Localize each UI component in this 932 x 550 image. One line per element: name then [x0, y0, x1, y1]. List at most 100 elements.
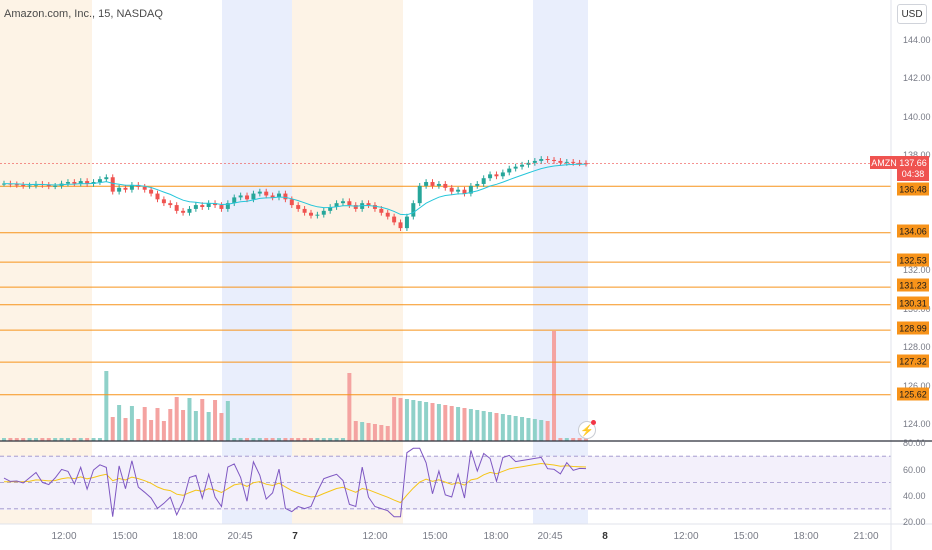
volume-bar	[545, 421, 550, 441]
candle-body	[340, 201, 345, 204]
candle-body	[289, 199, 294, 206]
candle-body	[532, 160, 537, 163]
candle-body	[571, 161, 576, 163]
level-label[interactable]: 132.53	[897, 253, 929, 267]
volume-bar	[277, 438, 282, 441]
candle-body	[308, 212, 313, 216]
candle-body	[193, 205, 198, 209]
volume-bar	[264, 438, 269, 441]
volume-bar	[488, 412, 493, 441]
lightning-bolt-icon: ⚡	[580, 424, 594, 437]
rsi-line	[3, 447, 587, 518]
volume-bar	[104, 371, 109, 441]
level-label[interactable]: 134.06	[897, 224, 929, 238]
volume-bar	[225, 401, 230, 441]
level-label[interactable]: 128.99	[897, 321, 929, 335]
volume-bar	[251, 438, 256, 441]
volume-bar	[494, 413, 499, 441]
candle-body	[245, 195, 250, 200]
candle-body	[545, 159, 550, 160]
volume-bar	[136, 419, 141, 441]
volume-bar	[552, 331, 557, 441]
candle-body	[417, 185, 422, 204]
candle-body	[232, 197, 237, 204]
candle-body	[14, 184, 19, 186]
volume-bar	[366, 423, 371, 441]
level-label[interactable]: 130.31	[897, 296, 929, 310]
volume-bar	[404, 399, 409, 441]
time-tick: 12:00	[51, 531, 77, 542]
volume-bar	[238, 438, 243, 441]
volume-bar	[520, 417, 525, 441]
candle-body	[430, 182, 435, 186]
volume-bar	[443, 405, 448, 441]
volume-bar	[481, 411, 486, 441]
candle-body	[155, 193, 160, 200]
price-tick: 144.00	[903, 35, 931, 45]
volume-bar	[97, 438, 102, 441]
candle-body	[219, 205, 224, 209]
volume-bar	[129, 406, 134, 441]
volume-bar	[462, 408, 467, 441]
candle-body	[206, 203, 211, 207]
volume-bar	[430, 403, 435, 441]
volume-bar	[417, 401, 422, 441]
candle-body	[302, 208, 307, 213]
level-label[interactable]: 136.48	[897, 182, 929, 196]
volume-bar	[340, 438, 345, 441]
volume-bar	[347, 373, 352, 441]
candle-body	[238, 195, 243, 198]
currency-button[interactable]: USD	[897, 4, 927, 24]
level-label[interactable]: 125.62	[897, 387, 929, 401]
volume-bar	[296, 438, 301, 441]
candle-body	[168, 203, 173, 206]
volume-bar	[456, 407, 461, 441]
volume-bar	[155, 408, 160, 441]
time-tick: 20:45	[537, 531, 563, 542]
time-tick: 12:00	[673, 531, 699, 542]
bar-countdown: 04:38	[901, 168, 925, 179]
time-tick-day: 8	[602, 531, 608, 542]
candle-body	[520, 164, 525, 167]
candle-body	[72, 182, 77, 184]
volume-bar	[33, 438, 38, 441]
candle-body	[110, 177, 115, 192]
volume-bar	[315, 438, 320, 441]
osc-tick: 40.00	[903, 491, 926, 501]
volume-bar	[46, 438, 51, 441]
symbol-title: Amazon.com, Inc., 15, NASDAQ	[4, 8, 163, 20]
candle-body	[424, 182, 429, 186]
candle-body	[123, 187, 128, 190]
candle-body	[552, 159, 557, 161]
volume-bar	[526, 418, 531, 441]
volume-bar	[213, 400, 218, 441]
volume-bar	[360, 422, 365, 441]
volume-bar	[65, 438, 70, 441]
candle-body	[264, 191, 269, 196]
price-tick: 140.00	[903, 112, 931, 122]
flash-button[interactable]: ⚡	[578, 421, 596, 439]
volume-bar	[219, 413, 224, 441]
candle-body	[53, 185, 58, 187]
volume-bar	[584, 438, 588, 441]
candle-body	[347, 201, 352, 206]
time-tick: 18:00	[172, 531, 198, 542]
moving-average-line	[3, 163, 587, 216]
candle-body	[251, 193, 256, 200]
candle-body	[129, 184, 134, 190]
volume-bar	[110, 417, 115, 441]
volume-bar	[449, 406, 454, 441]
level-label[interactable]: 127.32	[897, 354, 929, 368]
candle-body	[436, 183, 441, 186]
volume-bar	[2, 438, 6, 441]
current-price: 137.66	[899, 157, 927, 168]
volume-bar	[571, 438, 576, 441]
candle-body	[468, 185, 473, 194]
volume-bar	[27, 438, 32, 441]
level-label[interactable]: 131.23	[897, 278, 929, 292]
candle-body	[539, 159, 544, 161]
volume-bar	[379, 425, 384, 441]
volume-bar	[149, 420, 154, 441]
time-tick-day: 7	[292, 531, 298, 542]
